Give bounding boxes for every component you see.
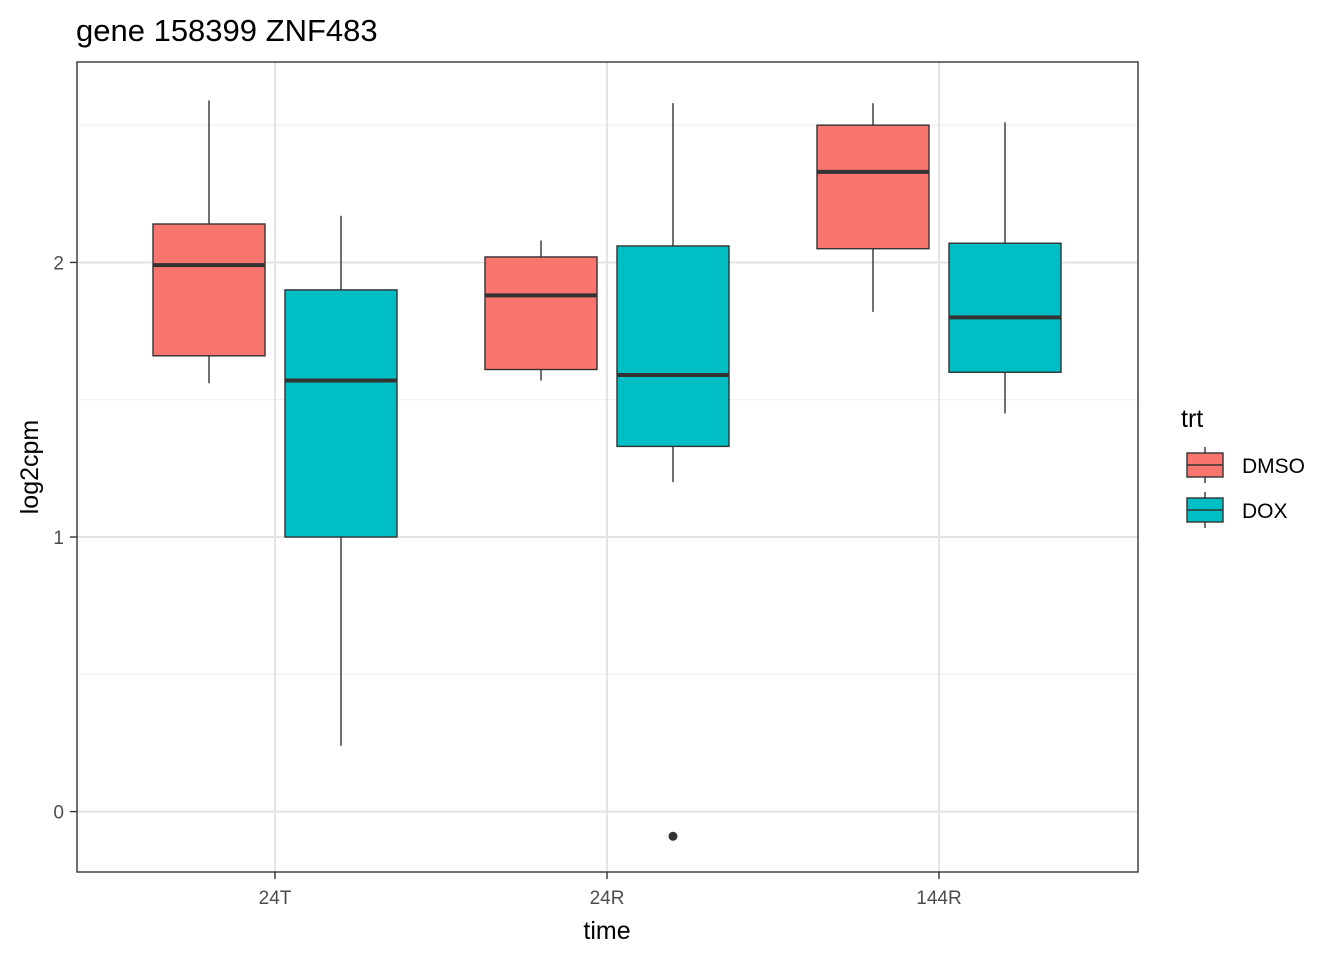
box-dmso-24r [484,240,598,381]
legend: trt DMSO DOX [1181,405,1305,528]
legend-title: trt [1181,405,1203,433]
box-iqr [484,256,598,371]
box-iqr [948,242,1062,373]
legend-label: DOX [1242,500,1288,523]
legend-label: DMSO [1242,455,1305,478]
y-tick-label: 2 [53,253,64,274]
x-tick-label: 144R [916,888,961,909]
box-dox-24t [284,215,398,746]
x-tick-label: 24T [259,888,292,909]
axes: 0 1 2 24T 24R 144R [53,253,961,909]
outlier-point [668,831,678,841]
x-tick-label: 24R [590,888,625,909]
chart-title: gene 158399 ZNF483 [76,13,378,48]
boxes [152,100,1062,841]
y-tick-label: 0 [53,803,64,824]
box-iqr [616,245,730,448]
y-tick-label: 1 [53,528,64,549]
box-dox-144r [948,122,1062,414]
box-iqr [816,124,930,250]
x-axis-title: time [583,917,630,945]
legend-item-dox: DOX [1186,492,1288,528]
box-dmso-24t [152,100,266,384]
box-dox-24r [616,103,730,841]
box-iqr [152,223,266,357]
box-dmso-144r [816,103,930,312]
legend-item-dmso: DMSO [1186,447,1305,483]
y-axis-title: log2cpm [16,420,44,515]
box-iqr [284,289,398,538]
